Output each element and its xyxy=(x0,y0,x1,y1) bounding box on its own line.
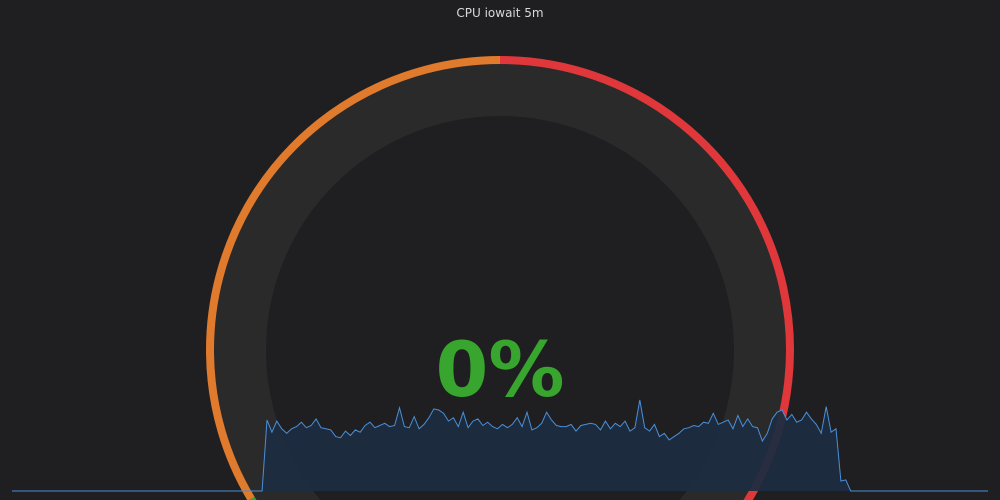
gauge-value: 0% xyxy=(435,325,564,414)
